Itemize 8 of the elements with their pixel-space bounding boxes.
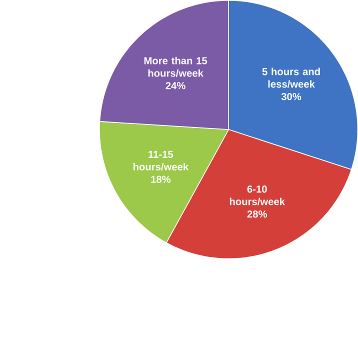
slice-label: 5 hours and less/week: [262, 68, 320, 88]
data-label: 28%: [247, 210, 267, 218]
data-label: 24%: [166, 82, 186, 90]
slice-label: More than 15 hours/week: [144, 56, 208, 77]
slice-label: 11-15 hours/week: [133, 150, 189, 171]
data-label: 30%: [281, 93, 302, 100]
slice-label: 6-10 hours/week: [230, 186, 285, 206]
data-label: 18%: [151, 176, 170, 183]
